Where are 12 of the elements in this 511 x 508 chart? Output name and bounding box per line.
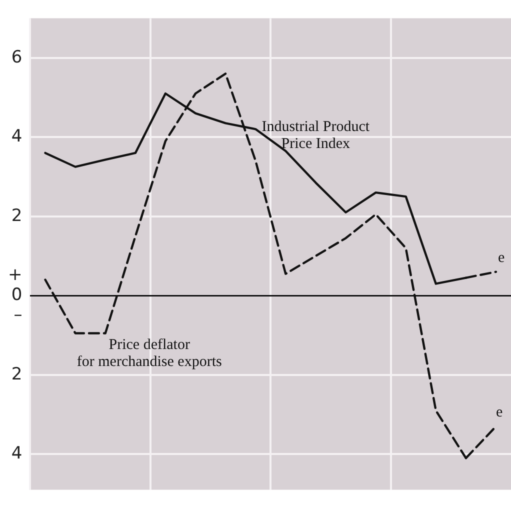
series-label: Price deflator for merchandise exports [76, 337, 222, 370]
series-label: e [498, 250, 505, 266]
y-tick-label: 4 [11, 126, 22, 147]
y-tick-label: 6 [11, 47, 22, 68]
y-tick-label: + [8, 265, 22, 286]
series-label: e [496, 404, 503, 420]
y-tick-label: – [14, 304, 22, 325]
series-label: Industrial Product Price Index [262, 118, 370, 152]
y-tick-label: 0 [11, 285, 22, 306]
y-tick-label: 2 [11, 206, 22, 226]
y-tick-label: 4 [11, 444, 22, 464]
y-tick-label: 2 [11, 364, 22, 384]
